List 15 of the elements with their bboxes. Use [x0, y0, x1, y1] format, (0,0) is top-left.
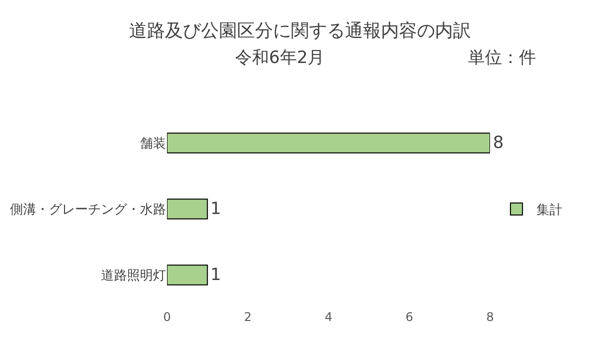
x-tick-label: 8: [486, 310, 494, 324]
text: 単位：件: [468, 48, 536, 68]
x-tick-label: 6: [405, 310, 414, 324]
x-tick-label: 0: [163, 310, 171, 324]
data-label: 8: [493, 132, 504, 152]
legend-label: 集計: [536, 203, 562, 218]
x-tick-label: 2: [244, 310, 252, 324]
data-label: 1: [210, 264, 222, 284]
data-label: 1: [210, 198, 222, 218]
x-tick-label: 4: [324, 310, 332, 324]
y-tick-label: 舗装: [140, 136, 166, 152]
chart-title: 道路及び公園区分に関する通報内容の内訳: [129, 20, 471, 42]
y-tick-label: 側溝・グレーチング・水路: [10, 202, 166, 218]
y-tick-label: 道路照明灯: [101, 268, 166, 284]
chart-subtitle: 令和6年2月: [235, 48, 325, 68]
